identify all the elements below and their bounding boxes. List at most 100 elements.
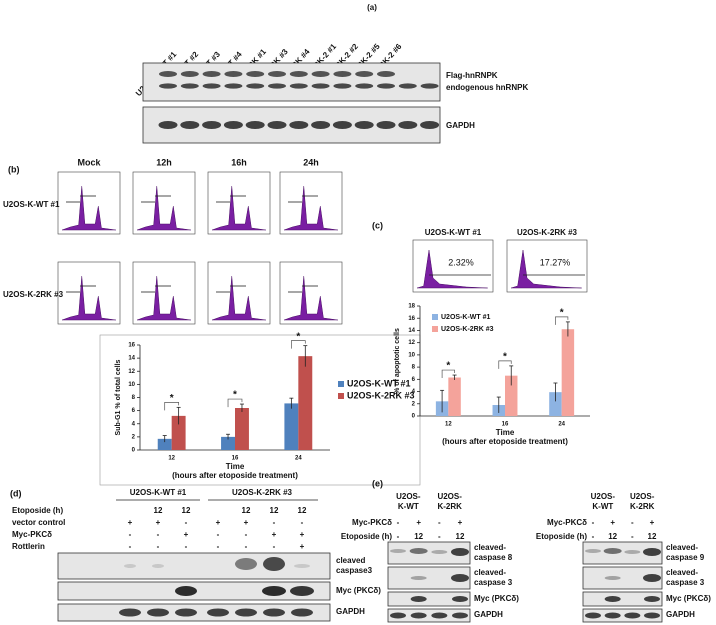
blot-label: cleaved- bbox=[474, 568, 506, 577]
band bbox=[377, 83, 395, 89]
band bbox=[158, 121, 178, 129]
y-tick-label: 16 bbox=[128, 343, 135, 349]
band bbox=[290, 586, 314, 596]
band bbox=[268, 71, 286, 77]
group-label: U2OS-K-2RK #3 bbox=[232, 488, 293, 497]
blot-label: Myc (PKCδ) bbox=[666, 594, 711, 603]
cell: - bbox=[301, 518, 304, 527]
band bbox=[603, 548, 622, 554]
y-tick-label: 8 bbox=[412, 365, 416, 371]
blot bbox=[582, 541, 663, 565]
column-label: Mock bbox=[77, 157, 101, 167]
blot-label: Flag-hnRNPK bbox=[446, 71, 498, 80]
histogram-frame bbox=[132, 171, 196, 235]
x-axis-title: Time bbox=[496, 428, 515, 437]
row-label: vector control bbox=[12, 518, 65, 527]
y-tick-label: 8 bbox=[132, 395, 136, 401]
blot bbox=[582, 566, 663, 590]
band bbox=[263, 557, 285, 571]
gate-label: 2.32% bbox=[448, 257, 474, 267]
y-tick-label: 6 bbox=[132, 408, 136, 414]
x-tick-label: 24 bbox=[295, 456, 302, 462]
cell: - bbox=[217, 530, 220, 539]
histogram-frame bbox=[207, 171, 271, 235]
band bbox=[452, 612, 468, 619]
cell: - bbox=[157, 530, 160, 539]
blot bbox=[387, 608, 471, 623]
x-tick-label: 16 bbox=[502, 422, 509, 428]
band bbox=[263, 608, 285, 617]
bar bbox=[157, 438, 172, 450]
band bbox=[311, 83, 330, 89]
legend-label: U2OS-K-2RK #3 bbox=[347, 390, 415, 400]
band bbox=[431, 550, 448, 554]
blot-label: caspase 8 bbox=[474, 553, 513, 562]
y-tick-label: 14 bbox=[408, 328, 415, 334]
band bbox=[124, 564, 136, 568]
cell: 12 bbox=[182, 506, 191, 515]
bar bbox=[171, 415, 186, 450]
cell: + bbox=[458, 518, 463, 527]
row-label: Myc-PKCδ bbox=[547, 518, 587, 527]
histogram-title: U2OS-K-WT #1 bbox=[425, 228, 482, 237]
blot-label: endogenous hnRNPK bbox=[446, 83, 528, 92]
band bbox=[180, 71, 199, 77]
cell: - bbox=[592, 532, 595, 541]
row-label: Etoposide (h) bbox=[12, 506, 63, 515]
bar bbox=[505, 375, 518, 416]
cell: - bbox=[631, 532, 634, 541]
cell: 12 bbox=[298, 506, 307, 515]
cell: - bbox=[397, 518, 400, 527]
column-label: 24h bbox=[303, 157, 319, 167]
band bbox=[624, 550, 641, 554]
panel-label: (b) bbox=[8, 164, 20, 174]
y-axis-title: % of apoptotic cells bbox=[394, 328, 401, 394]
y-tick-label: 18 bbox=[408, 304, 415, 310]
band bbox=[420, 83, 439, 89]
band bbox=[202, 71, 221, 77]
blot-label: caspase 9 bbox=[666, 553, 705, 562]
significance-bracket bbox=[164, 401, 179, 411]
band bbox=[294, 564, 310, 568]
histogram bbox=[61, 185, 116, 231]
band bbox=[207, 608, 229, 617]
group-label: K-2RK bbox=[437, 502, 462, 511]
histogram-frame bbox=[57, 261, 121, 325]
band bbox=[202, 121, 222, 129]
cell: - bbox=[438, 518, 441, 527]
cell: + bbox=[244, 518, 249, 527]
cell: + bbox=[650, 518, 655, 527]
histogram bbox=[136, 275, 191, 321]
band bbox=[355, 83, 374, 89]
band bbox=[311, 71, 330, 77]
x-tick-label: 16 bbox=[232, 456, 239, 462]
bar bbox=[235, 408, 249, 450]
bar bbox=[298, 356, 313, 450]
histogram bbox=[211, 275, 266, 321]
band bbox=[333, 83, 352, 89]
band bbox=[289, 121, 309, 129]
histogram-frame bbox=[279, 171, 343, 235]
blot-label: cleaved- bbox=[474, 543, 506, 552]
y-tick-label: 0 bbox=[132, 448, 136, 454]
blot-label: Myc (PKCδ) bbox=[474, 594, 519, 603]
cell: - bbox=[438, 532, 441, 541]
significance-bracket bbox=[555, 316, 569, 325]
y-tick-label: 14 bbox=[128, 356, 135, 362]
band bbox=[159, 83, 177, 89]
cell: - bbox=[185, 542, 188, 551]
significance-bracket bbox=[291, 340, 306, 349]
band bbox=[267, 121, 287, 129]
band bbox=[262, 586, 286, 596]
band bbox=[175, 608, 197, 617]
blot bbox=[387, 591, 471, 607]
band bbox=[289, 71, 308, 77]
band bbox=[159, 71, 177, 77]
group-label: U2OS- bbox=[396, 492, 421, 501]
blot-label: cleaved bbox=[336, 556, 365, 565]
blot-label: GAPDH bbox=[336, 607, 365, 616]
y-tick-label: 10 bbox=[408, 352, 415, 358]
band bbox=[390, 612, 406, 619]
chart-frame bbox=[99, 334, 421, 486]
